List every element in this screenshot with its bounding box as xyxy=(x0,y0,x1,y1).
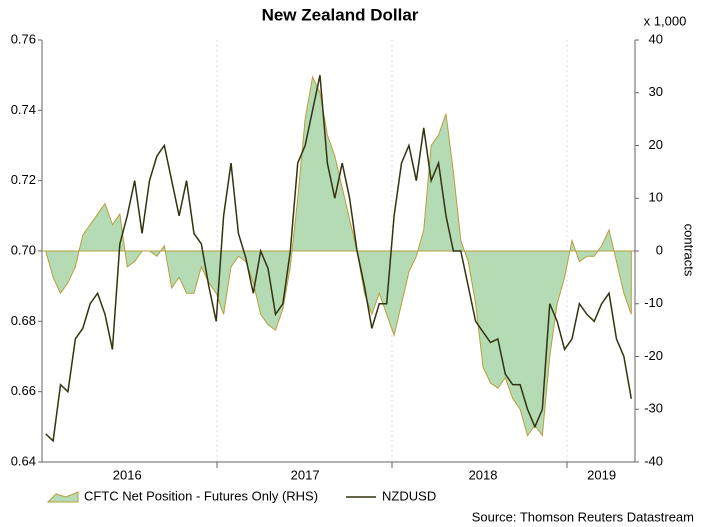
chart-title: New Zealand Dollar xyxy=(262,5,419,24)
y-tick-label: 0.64 xyxy=(11,453,36,468)
y-tick-label: 0.76 xyxy=(11,31,36,46)
y2-axis-label: contracts xyxy=(682,224,697,277)
y-tick-label: 0.70 xyxy=(11,242,36,257)
y2-tick-label: 0 xyxy=(656,242,663,257)
legend-label: CFTC Net Position - Futures Only (RHS) xyxy=(84,488,318,503)
x-tick-label: 2017 xyxy=(291,467,320,482)
axis-frame xyxy=(41,40,636,463)
y2-tick-label: 10 xyxy=(649,190,663,205)
source: Source: Thomson Reuters Datastream xyxy=(472,509,694,524)
y-tick-label: 0.68 xyxy=(11,313,36,328)
y2-tick-label: -40 xyxy=(644,453,663,468)
legend-label: NZDUSD xyxy=(382,488,436,503)
y-tick-label: 0.72 xyxy=(11,172,36,187)
y2-tick-label: -10 xyxy=(644,295,663,310)
line xyxy=(45,75,633,443)
y2-tick-label: 40 xyxy=(649,31,663,46)
y2-tick-label: -20 xyxy=(644,348,663,363)
y-tick-label: 0.74 xyxy=(11,102,36,117)
area xyxy=(45,75,632,438)
y-tick-label: 0.66 xyxy=(11,383,36,398)
y2-tick-label: 30 xyxy=(649,84,663,99)
x-tick-label: 2016 xyxy=(113,467,142,482)
x-tick-label: 2019 xyxy=(587,467,616,482)
y2-unit: x 1,000 xyxy=(644,13,687,28)
legend-swatch xyxy=(46,491,79,503)
x-tick-label: 2018 xyxy=(469,467,498,482)
y2-tick-label: 20 xyxy=(649,137,663,152)
y2-tick-label: -30 xyxy=(644,401,663,416)
